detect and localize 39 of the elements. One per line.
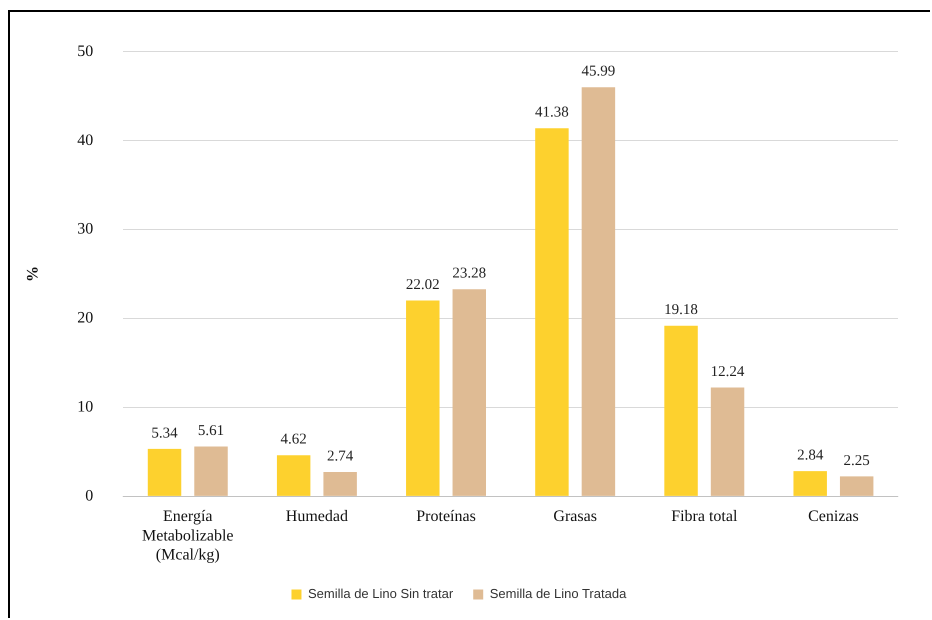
bar [793, 471, 827, 496]
y-tick-label: 0 [85, 488, 94, 505]
bar [452, 289, 486, 496]
y-tick-label: 10 [77, 398, 94, 416]
y-axis-title: % [24, 266, 42, 282]
x-tick-label: Cenizas [808, 508, 859, 526]
y-tick-label: 40 [77, 132, 94, 149]
data-label: 2.74 [327, 448, 354, 464]
bar [710, 388, 744, 496]
bar [148, 448, 182, 496]
bar [840, 476, 874, 496]
legend-label: Semilla de Lino Tratada [490, 586, 628, 602]
y-tick-label: 20 [77, 310, 94, 327]
data-label: 2.84 [797, 448, 824, 464]
data-label: 23.28 [452, 266, 486, 282]
data-label: 45.99 [582, 64, 616, 80]
bar [664, 326, 698, 496]
data-label: 41.38 [535, 104, 569, 121]
bar [276, 455, 310, 496]
x-tick-label: Proteínas [416, 508, 476, 526]
bar [535, 128, 569, 496]
bar [582, 87, 616, 496]
data-label: 2.25 [844, 452, 870, 469]
x-tick-label: Fibra total [671, 508, 738, 526]
bar [323, 472, 357, 496]
bar [406, 300, 440, 496]
x-tick-label: Grasas [553, 508, 597, 526]
data-label: 5.61 [198, 422, 224, 439]
data-label: 22.02 [406, 276, 440, 293]
data-label: 4.62 [280, 432, 307, 448]
data-label: 19.18 [664, 302, 698, 318]
y-tick-label: 50 [77, 42, 94, 60]
y-tick-label: 30 [77, 220, 94, 238]
data-label: 12.24 [710, 364, 745, 380]
x-tick-label: Humedad [286, 508, 348, 526]
bar [194, 446, 228, 496]
data-label: 5.34 [151, 425, 178, 442]
legend-label: Semilla de Lino Sin tratar [308, 586, 454, 602]
x-tick-label: Energía Metabolizable (Mcal/kg) [142, 508, 234, 564]
